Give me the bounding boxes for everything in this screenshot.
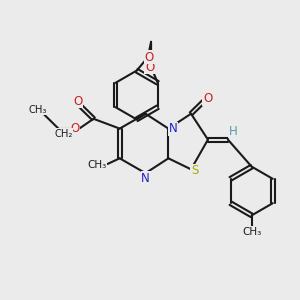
Text: CH₃: CH₃	[28, 105, 47, 115]
Text: O: O	[203, 92, 212, 105]
Text: O: O	[145, 51, 154, 64]
Text: CH₃: CH₃	[88, 160, 107, 170]
Text: O: O	[145, 61, 154, 74]
Text: H: H	[229, 125, 238, 138]
Text: N: N	[169, 122, 177, 135]
Text: CH₂: CH₂	[54, 129, 72, 139]
Text: N: N	[141, 172, 150, 185]
Text: CH₃: CH₃	[242, 227, 261, 237]
Text: O: O	[73, 95, 83, 108]
Text: O: O	[70, 122, 80, 135]
Text: S: S	[191, 164, 198, 177]
